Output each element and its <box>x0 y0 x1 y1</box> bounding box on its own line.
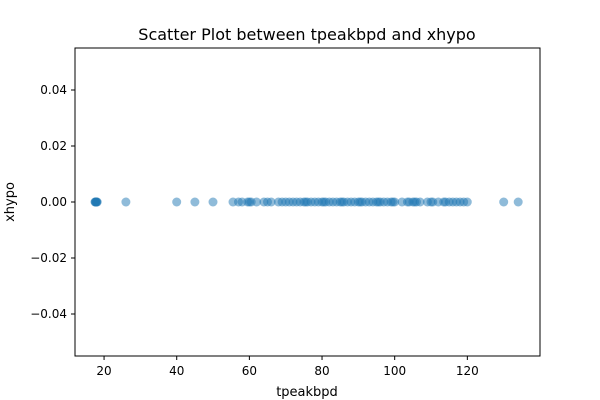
scatter-point <box>462 197 472 207</box>
scatter-point <box>92 197 102 207</box>
x-tick-label: 40 <box>169 364 184 378</box>
y-tick-label: −0.02 <box>30 251 67 265</box>
scatter-point <box>266 197 276 207</box>
x-tick-label: 80 <box>314 364 329 378</box>
scatter-point <box>172 197 182 207</box>
y-axis-label: xhypo <box>3 182 18 222</box>
scatter-point <box>390 197 400 207</box>
y-tick-label: 0.04 <box>40 83 67 97</box>
x-axis: 20 40 60 80 100 120 <box>96 356 479 378</box>
x-tick-label: 60 <box>242 364 257 378</box>
x-tick-label: 20 <box>96 364 111 378</box>
scatter-point <box>208 197 218 207</box>
y-tick-label: 0.00 <box>40 195 67 209</box>
scatter-point <box>190 197 200 207</box>
x-tick-label: 100 <box>383 364 406 378</box>
x-axis-label: tpeakbpd <box>276 385 338 400</box>
y-axis: 0.04 0.02 0.00 −0.02 −0.04 <box>30 83 75 321</box>
y-tick-label: 0.02 <box>40 139 67 153</box>
scatter-point <box>513 197 523 207</box>
scatter-point <box>499 197 509 207</box>
scatter-point <box>415 197 425 207</box>
points-layer <box>90 197 523 207</box>
scatter-point <box>121 197 131 207</box>
x-tick-label: 120 <box>456 364 479 378</box>
y-tick-label: −0.04 <box>30 307 67 321</box>
scatter-point <box>252 197 262 207</box>
chart-title: Scatter Plot between tpeakbpd and xhypo <box>138 25 475 44</box>
